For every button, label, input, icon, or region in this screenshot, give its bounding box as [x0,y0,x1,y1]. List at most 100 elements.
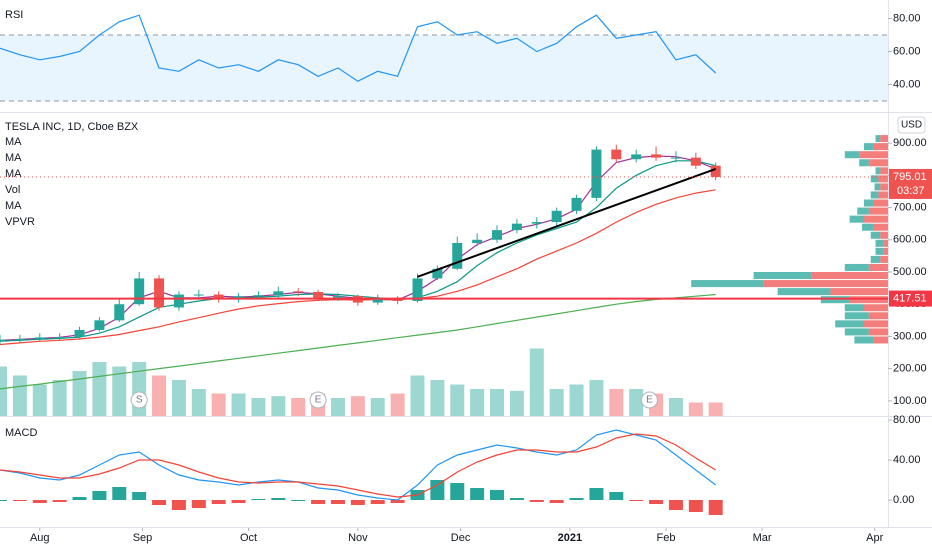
candle-body [531,222,542,224]
volume-bar [490,389,505,416]
volume-bar [708,402,723,416]
vpvr-up [820,296,850,304]
candle-body [94,320,105,330]
macd-histogram-bar [490,490,505,500]
candle-body [273,291,284,296]
macd-histogram-bar [688,500,703,512]
macd-histogram-bar [171,500,186,510]
vpvr-up [875,239,884,247]
macd-histogram-bar [649,500,664,504]
y-tick-label: 600.00 [893,234,927,246]
trendline [417,167,717,278]
vpvr-up [864,199,874,207]
vpvr-down [880,167,888,175]
vpvr-down [883,239,888,247]
volume-bar [72,371,87,416]
volume-bar [191,389,206,416]
macd-histogram-bar [390,500,405,503]
y-tick-label: 500.00 [893,266,927,278]
candle-body [452,242,463,269]
macd-histogram-bar [92,491,107,500]
macd-histogram-bar [350,500,365,505]
vpvr-up [844,151,860,159]
currency-label: USD [901,120,922,131]
macd-histogram-bar [589,488,604,500]
vpvr-up [857,207,869,215]
macd-histogram-bar [0,500,7,501]
vpvr-down [864,320,888,328]
event-label: E [646,395,653,406]
volume-bar [370,398,385,416]
y-tick-label: 80.00 [893,414,921,426]
y-tick-label: 100.00 [893,395,927,407]
y-tick-label: 80.00 [893,12,921,24]
candle-body [332,296,343,298]
vpvr-up [875,167,881,175]
candle-body [611,149,622,160]
macd-histogram-bar [231,500,246,503]
volume-bar [231,393,246,416]
volume-bar [529,348,544,416]
vpvr-up [864,143,874,151]
macd-histogram-bar [291,500,306,501]
vpvr-up [849,215,864,223]
vpvr-up [870,255,881,263]
candle-body [432,268,443,279]
macd-histogram-bar [708,500,723,515]
macd-histogram-bar [12,500,27,501]
macd-histogram-bar [529,500,544,502]
vpvr-down [864,304,888,312]
vpvr-down [880,183,888,191]
vpvr-up [875,247,884,255]
macd-histogram-bar [629,500,644,501]
vpvr-down [880,255,888,263]
y-tick-label: 300.00 [893,330,927,342]
level-label-box [889,290,932,307]
vpvr-up [844,328,869,336]
pane-title: RSI [5,9,23,21]
candle-body [690,157,701,166]
vpvr-down [883,247,888,255]
candle-body [551,210,562,223]
volume-bar [688,402,703,416]
vpvr-up [691,280,764,288]
volume-bar [0,366,7,416]
indicator-label: Vol [5,184,20,196]
event-marker [309,391,327,409]
volume-bar [251,398,266,416]
vpvr-down [868,328,888,336]
candle-body [631,154,642,160]
candle-body [571,197,582,211]
vpvr-up [875,135,881,143]
macd-histogram-bar [370,500,385,504]
volume-bar [32,384,47,416]
x-tick-label: Dec [451,532,471,544]
vpvr-up [874,183,881,191]
macd-histogram-bar [509,498,524,500]
currency-box [897,116,926,134]
volume-bar [609,389,624,416]
candle-body [0,339,5,342]
indicator-label: MA [5,200,22,212]
vpvr-down [880,135,888,143]
volume-bar [291,398,306,416]
event-label: S [136,395,143,406]
y-tick-label: 900.00 [893,137,927,149]
vpvr-up [870,175,879,183]
volume-bar [271,396,286,416]
rsi-line [0,14,717,82]
vpvr-up [859,159,869,167]
volume-bar [350,396,365,416]
vpvr-down [859,151,888,159]
vpvr-up [870,191,879,199]
volume-bar [390,393,405,416]
volume-bar [410,375,425,416]
macd-histogram-bar [32,500,47,503]
macd-histogram-bar [191,500,206,508]
volume-bar [549,389,564,416]
x-tick-label: Nov [348,532,368,544]
volume-bar [629,389,644,416]
candle-body [34,337,45,340]
